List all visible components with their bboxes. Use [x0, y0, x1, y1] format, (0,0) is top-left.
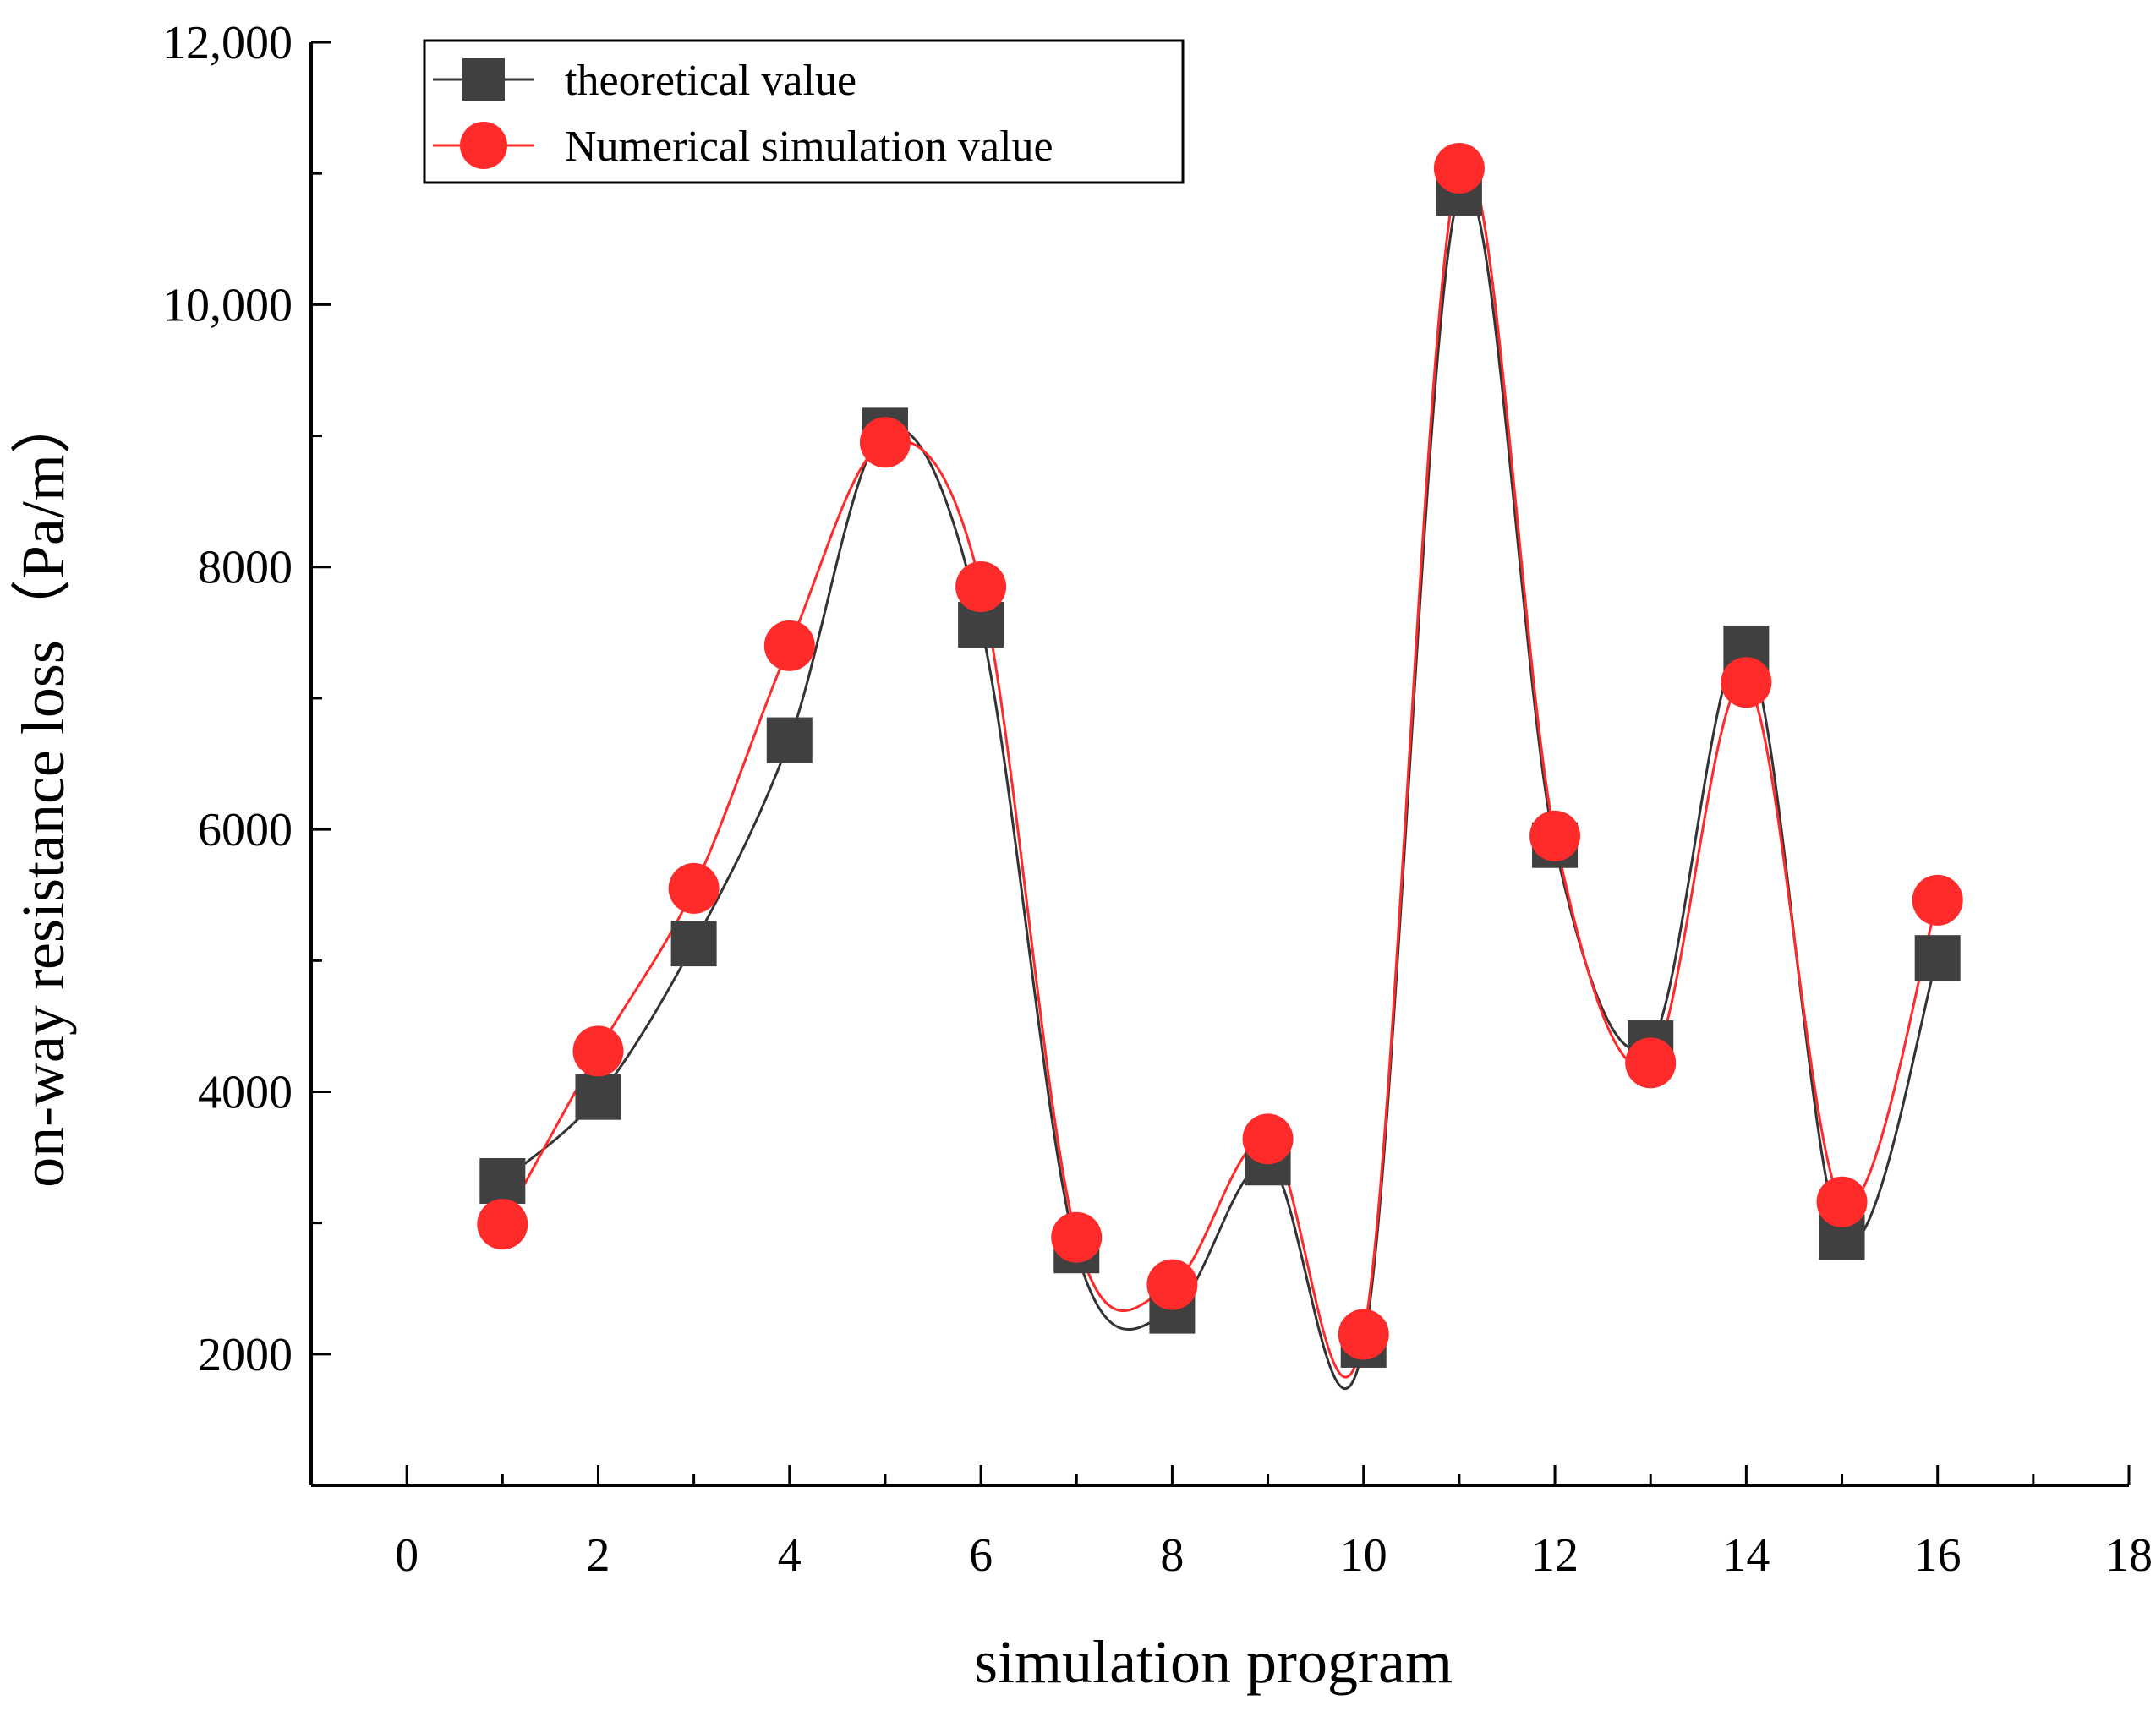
simulation-point-5 — [859, 417, 911, 468]
x-tick-label-12: 12 — [1531, 1529, 1579, 1582]
theoretical-point-4 — [766, 717, 813, 763]
simulation-point-16 — [1912, 874, 1963, 926]
legend: theoretical value Numerical simulation va… — [423, 39, 1185, 184]
theoretical-point-3 — [670, 921, 717, 967]
x-tick-label-10: 10 — [1340, 1529, 1387, 1582]
simulation-point-14 — [1721, 657, 1772, 708]
x-tick-label-2: 2 — [586, 1529, 610, 1582]
x-axis-title: simulation program — [974, 1628, 1453, 1696]
x-tick-label-4: 4 — [778, 1529, 802, 1582]
y-tick-label-2000: 2000 — [198, 1329, 293, 1381]
legend-box — [423, 39, 1185, 184]
x-tick-label-16: 16 — [1914, 1529, 1962, 1582]
y-tick-label-8000: 8000 — [198, 542, 293, 594]
simulation-point-11 — [1433, 142, 1485, 194]
theoretical-point-2 — [575, 1074, 621, 1120]
simulation-point-1 — [477, 1199, 528, 1250]
x-tick-label-0: 0 — [395, 1529, 419, 1582]
legend-label-1: theoretical value — [565, 57, 856, 105]
simulation-point-4 — [763, 620, 815, 671]
axes: 0 2 4 6 8 10 12 14 16 18 2000 4000 6000 8000 10,000 12,… — [162, 17, 2153, 1582]
x-tick-label-6: 6 — [969, 1529, 993, 1582]
simulation-point-9 — [1242, 1113, 1294, 1165]
series-markers — [477, 142, 1963, 1368]
simulation-point-3 — [668, 862, 720, 914]
simulation-point-10 — [1338, 1309, 1389, 1360]
legend-marker-circle — [460, 122, 507, 169]
x-tick-label-8: 8 — [1160, 1529, 1184, 1582]
theoretical-point-16 — [1914, 935, 1961, 981]
legend-marker-square — [462, 58, 505, 101]
theoretical-point-1 — [479, 1157, 526, 1204]
simulation-point-15 — [1816, 1176, 1868, 1227]
simulation-point-12 — [1529, 810, 1581, 861]
simulation-point-7 — [1051, 1211, 1103, 1263]
simulation-point-13 — [1625, 1037, 1677, 1089]
series-lines — [501, 159, 1940, 1391]
simulation-point-6 — [955, 561, 1007, 613]
x-tick-label-14: 14 — [1722, 1529, 1770, 1582]
series-line-2 — [501, 159, 1940, 1379]
y-tick-label-10000: 10,000 — [162, 279, 293, 331]
y-axis-title: on-way resistance loss（Pa/m） — [9, 393, 77, 1188]
x-tick-label-18: 18 — [2105, 1529, 2153, 1582]
y-tick-label-12000: 12,000 — [162, 17, 293, 69]
simulation-point-2 — [572, 1025, 624, 1077]
y-tick-label-6000: 6000 — [198, 804, 293, 856]
y-tick-label-4000: 4000 — [198, 1066, 293, 1118]
simulation-point-8 — [1146, 1259, 1198, 1310]
series-line-1 — [501, 183, 1940, 1391]
legend-label-2: Numerical simulation value — [565, 123, 1053, 171]
